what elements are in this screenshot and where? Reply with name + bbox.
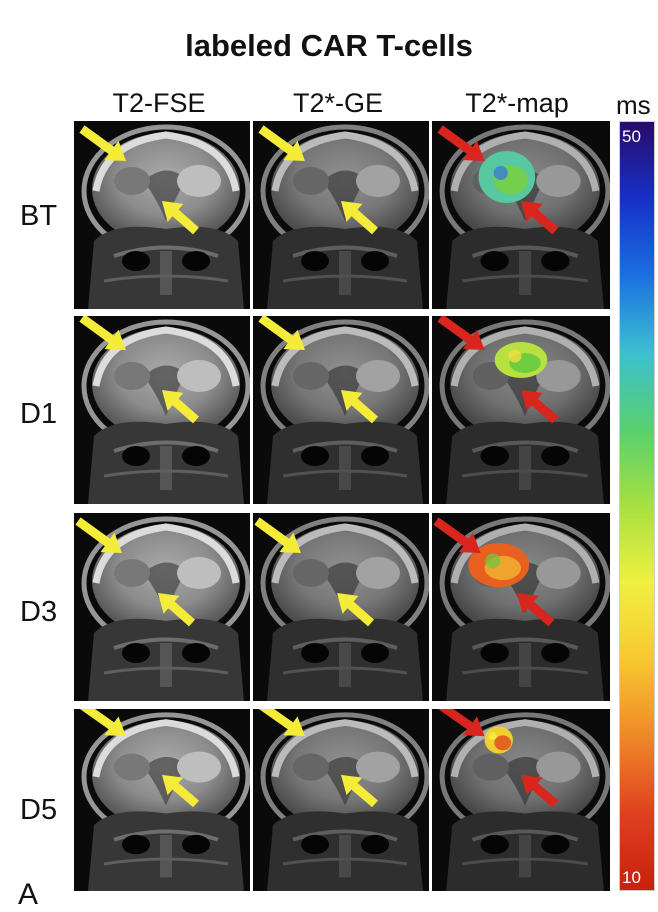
upper-arrow-icon [437, 125, 485, 161]
upper-arrow-icon [79, 125, 126, 161]
upper-arrow-icon [433, 517, 481, 553]
mri-panel-d5-t2-fse [74, 709, 250, 891]
lower-arrow-icon [162, 201, 199, 235]
mri-panel-d1-t2star-ge [253, 316, 429, 504]
figure-title: labeled CAR T-cells [185, 28, 473, 63]
mri-panel-d3-t2-fse [74, 513, 250, 701]
mri-panel-d5-t2star-map [432, 709, 610, 891]
lower-arrow-icon [521, 774, 559, 808]
panel-letter: A [18, 878, 39, 911]
row-label-d1: D1 [20, 398, 58, 430]
lower-arrow-icon [521, 201, 559, 235]
column-header-t2-fse: T2-FSE [112, 88, 206, 118]
row-label-d3: D3 [20, 596, 58, 628]
lower-arrow-icon [341, 390, 378, 424]
upper-arrow-icon [79, 316, 126, 350]
upper-arrow-icon [438, 709, 485, 737]
lower-arrow-icon [516, 593, 555, 627]
mri-panel-d5-t2star-ge [253, 709, 429, 891]
upper-arrow-icon [258, 709, 305, 737]
colorbar [619, 121, 655, 891]
upper-arrow-icon [437, 316, 485, 350]
upper-arrow-icon [254, 517, 301, 553]
lower-arrow-icon [337, 593, 374, 627]
lower-arrow-icon [521, 390, 559, 424]
mri-panel-d1-t2star-map [432, 316, 610, 504]
column-header-t2star-ge: T2*-GE [292, 88, 384, 118]
mri-panel-bt-t2star-map [432, 121, 610, 309]
column-header-t2star-map: T2*-map [465, 88, 569, 118]
lower-arrow-icon [158, 593, 195, 627]
t2star-lesion-spot [485, 553, 501, 569]
lower-arrow-icon [162, 390, 199, 424]
lower-arrow-icon [341, 774, 378, 808]
t2star-lesion-spot [493, 166, 508, 180]
upper-arrow-icon [258, 316, 305, 350]
upper-arrow-icon [258, 125, 305, 161]
upper-arrow-icon [75, 517, 122, 553]
upper-arrow-icon [79, 709, 126, 737]
mri-panel-bt-t2star-ge [253, 121, 429, 309]
colorbar-unit: ms [616, 90, 651, 120]
row-label-d5: D5 [20, 794, 58, 826]
lower-arrow-icon [162, 774, 199, 808]
row-label-bt: BT [20, 200, 58, 232]
mri-panel-d3-t2star-map [432, 513, 610, 701]
colorbar-max-label: 50 [622, 127, 641, 146]
t2star-lesion-spot [508, 349, 522, 363]
lower-arrow-icon [341, 201, 378, 235]
mri-panel-d1-t2-fse [74, 316, 250, 504]
colorbar-min-label: 10 [622, 868, 641, 887]
mri-panel-bt-t2-fse [74, 121, 250, 309]
mri-panel-d3-t2star-ge [253, 513, 429, 701]
t2star-lesion-core [494, 735, 512, 751]
t2star-lesion-spot [488, 732, 497, 740]
